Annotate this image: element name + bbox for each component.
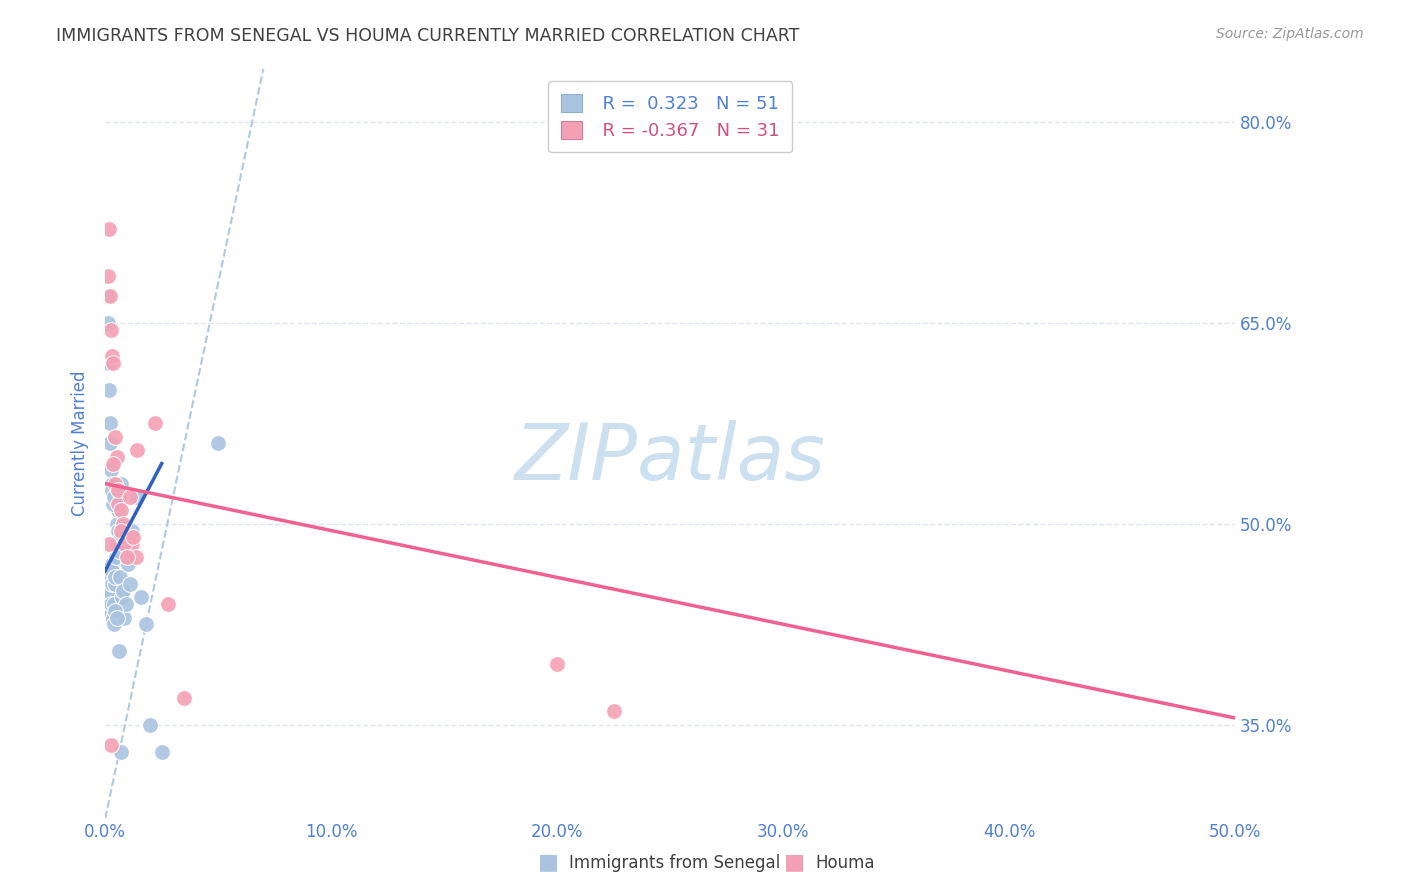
Point [107, 483, 129, 498]
Point [121, 537, 143, 551]
Point [98, 570, 121, 584]
Point [97, 591, 120, 605]
Point [100, 557, 122, 571]
Text: Houma: Houma [815, 855, 875, 872]
Point [104, 604, 127, 618]
Text: Source: ZipAtlas.com: Source: ZipAtlas.com [1216, 27, 1364, 41]
Point [108, 490, 131, 504]
Text: ■: ■ [538, 853, 558, 872]
Point [98, 289, 121, 303]
Point [143, 417, 166, 431]
Point [131, 591, 153, 605]
Point [105, 550, 128, 565]
Point [100, 476, 122, 491]
Point [110, 744, 132, 758]
Point [108, 570, 131, 584]
Point [98, 383, 121, 397]
Point [107, 497, 129, 511]
Point [546, 657, 568, 672]
Point [101, 577, 124, 591]
Point [100, 323, 122, 337]
Point [105, 537, 128, 551]
Text: Immigrants from Senegal: Immigrants from Senegal [569, 855, 780, 872]
Point [122, 530, 145, 544]
Point [157, 597, 180, 611]
Point [101, 610, 124, 624]
Point [125, 490, 148, 504]
Point [110, 503, 132, 517]
Point [97, 316, 120, 330]
Point [104, 577, 127, 591]
Point [118, 543, 141, 558]
Point [105, 450, 128, 464]
Point [104, 476, 127, 491]
Point [97, 222, 120, 236]
Point [112, 583, 135, 598]
Point [98, 417, 121, 431]
Point [115, 550, 138, 565]
Point [103, 617, 125, 632]
Point [103, 490, 125, 504]
Point [135, 617, 157, 632]
Point [101, 497, 124, 511]
Point [105, 516, 128, 531]
Point [100, 463, 122, 477]
Point [173, 690, 195, 705]
Point [101, 457, 124, 471]
Point [111, 591, 134, 605]
Point [107, 543, 129, 558]
Point [98, 604, 121, 618]
Point [112, 537, 135, 551]
Point [100, 738, 122, 752]
Point [602, 704, 624, 718]
Point [115, 530, 138, 544]
Point [139, 717, 162, 731]
Point [100, 350, 122, 364]
Point [104, 570, 127, 584]
Point [150, 744, 173, 758]
Point [110, 476, 132, 491]
Point [97, 269, 120, 284]
Point [105, 610, 128, 624]
Point [121, 524, 143, 538]
Point [101, 564, 124, 578]
Text: IMMIGRANTS FROM SENEGAL VS HOUMA CURRENTLY MARRIED CORRELATION CHART: IMMIGRANTS FROM SENEGAL VS HOUMA CURRENT… [56, 27, 800, 45]
Point [107, 524, 129, 538]
Point [101, 356, 124, 370]
Point [101, 483, 124, 498]
Y-axis label: Currently Married: Currently Married [72, 371, 89, 516]
Point [100, 597, 122, 611]
Point [110, 524, 132, 538]
Legend:   R =  0.323   N = 51,   R = -0.367   N = 31: R = 0.323 N = 51, R = -0.367 N = 31 [548, 81, 793, 153]
Point [120, 577, 142, 591]
Point [107, 644, 129, 658]
Point [104, 430, 127, 444]
Point [96, 289, 118, 303]
Point [207, 436, 229, 450]
Point [112, 516, 135, 531]
Point [120, 490, 142, 504]
Point [98, 583, 121, 598]
Point [125, 550, 148, 565]
Point [103, 597, 125, 611]
Text: ■: ■ [785, 853, 804, 872]
Point [97, 537, 120, 551]
Point [98, 436, 121, 450]
Point [117, 557, 139, 571]
Point [110, 530, 132, 544]
Text: ZIPatlas: ZIPatlas [515, 420, 825, 497]
Point [97, 356, 120, 370]
Point [112, 610, 135, 624]
Point [107, 503, 129, 517]
Point [125, 443, 148, 458]
Point [114, 597, 136, 611]
